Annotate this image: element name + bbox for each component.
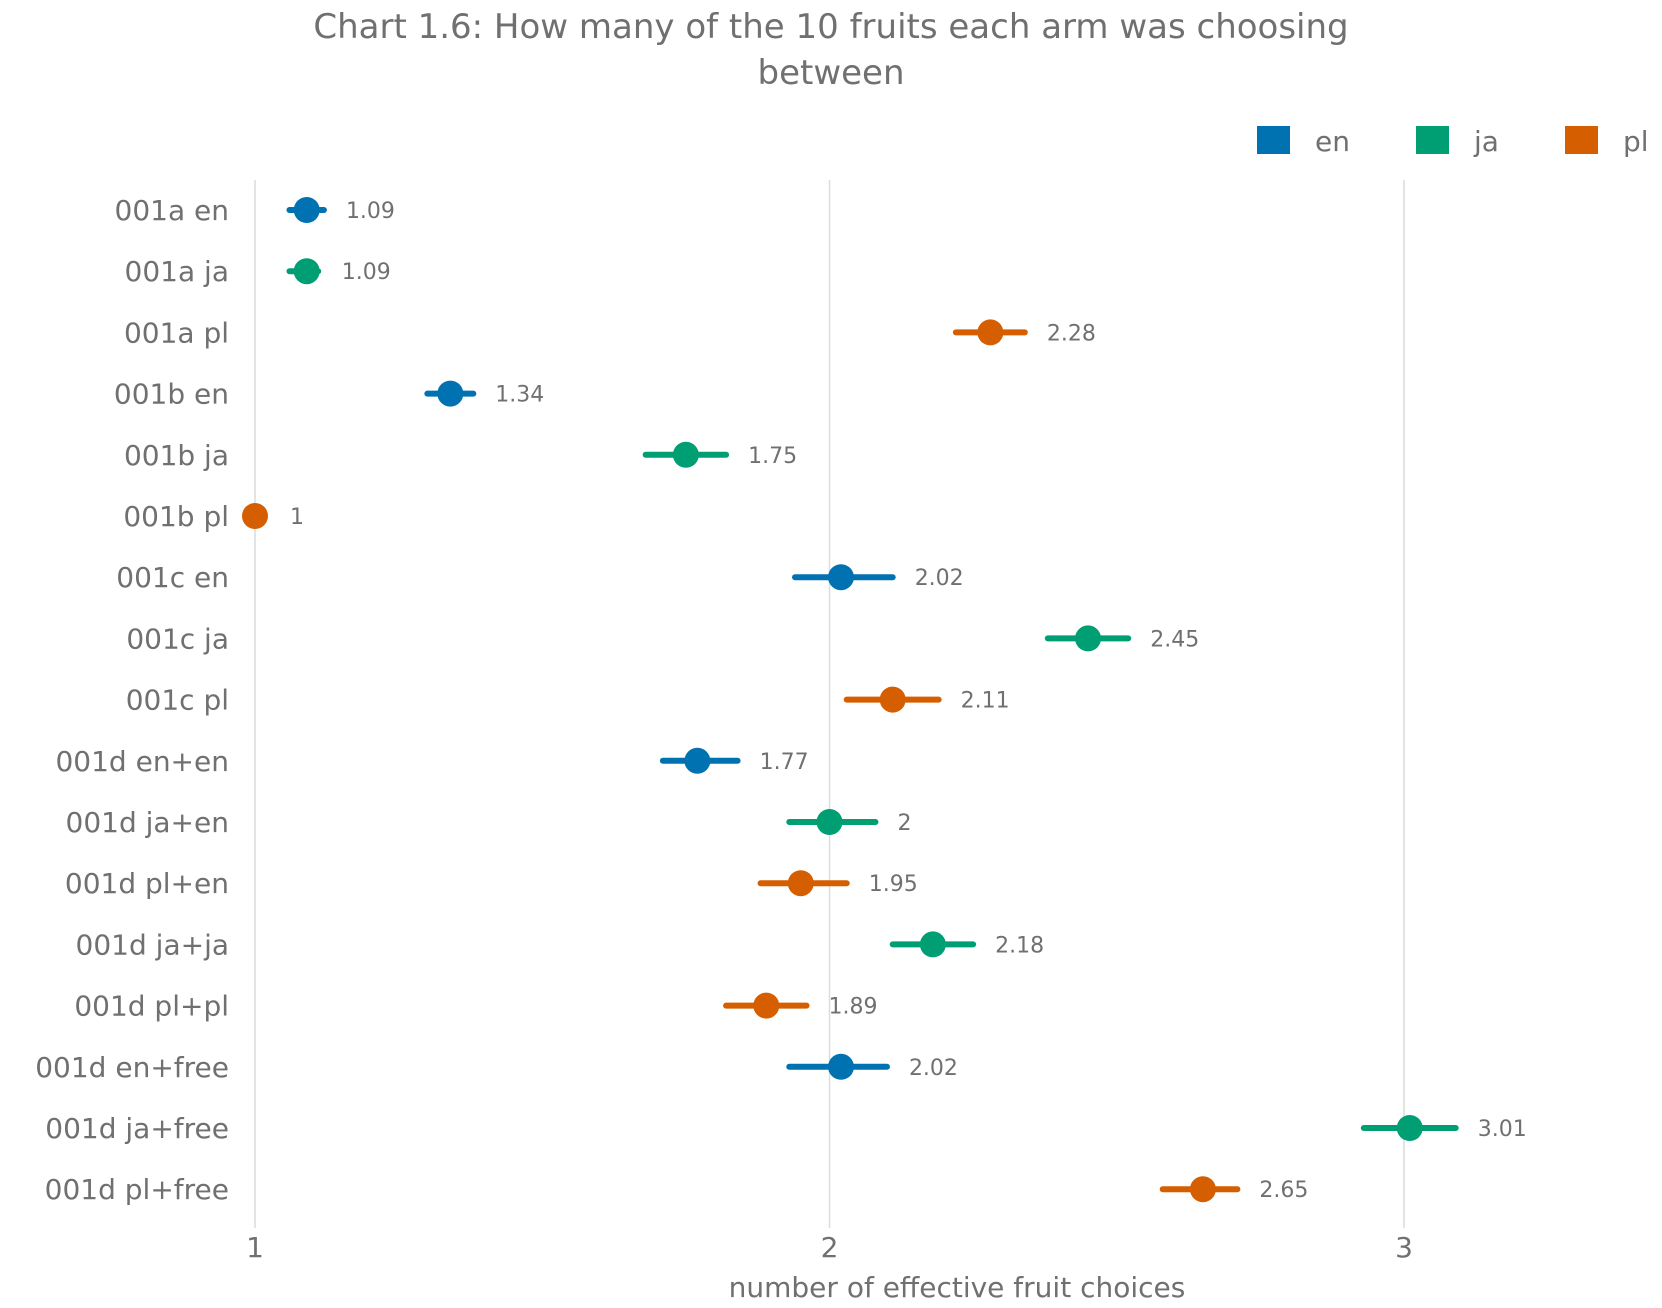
x-tick-label: 2 — [821, 1231, 839, 1264]
data-point — [753, 992, 780, 1019]
data-label: 1.09 — [342, 260, 391, 285]
category-label: 001d ja+free — [45, 1112, 229, 1145]
data-point — [1396, 1115, 1423, 1141]
chart-title: Chart 1.6: How many of the 10 fruits eac… — [0, 4, 1662, 96]
data-label: 2.28 — [1047, 321, 1096, 346]
x-axis-title: number of effective fruit choices — [729, 1271, 1186, 1304]
legend-swatch-en — [1257, 126, 1290, 154]
category-label: 001a ja — [125, 255, 229, 288]
data-label: 2.02 — [909, 1056, 958, 1081]
category-label: 001d en+en — [55, 745, 229, 778]
legend-label-ja: ja — [1473, 125, 1499, 158]
data-label: 1.09 — [346, 199, 395, 224]
category-label: 001c ja — [126, 622, 229, 655]
data-label: 1.95 — [869, 872, 918, 897]
data-point — [816, 809, 843, 835]
data-labels: 1.09 1.09 2.28 1.34 1.75 1 2.02 2.45 2.11 1.77 2 1.… — [290, 199, 1527, 1203]
data-point — [787, 870, 814, 897]
data-point — [242, 503, 268, 529]
data-point — [1189, 1176, 1216, 1203]
category-label: 001d pl+free — [45, 1173, 229, 1206]
data-label: 1.77 — [760, 750, 809, 775]
data-label: 2.18 — [995, 933, 1044, 958]
data-label: 2.02 — [915, 566, 964, 591]
x-tick-label: 1 — [246, 1231, 264, 1264]
legend-label-pl: pl — [1623, 125, 1649, 158]
data-point — [1075, 625, 1102, 652]
gridlines — [254, 180, 1405, 1228]
error-bars — [252, 207, 1459, 1193]
chart-title-line-1: Chart 1.6: How many of the 10 fruits eac… — [313, 7, 1349, 47]
data-points — [242, 197, 1423, 1203]
chart-title-line-2: between — [757, 53, 905, 93]
category-label: 001c en — [116, 561, 229, 594]
data-point — [827, 564, 854, 591]
category-label: 001a pl — [124, 316, 229, 349]
data-point — [672, 441, 699, 468]
data-label: 2.45 — [1150, 627, 1199, 652]
category-label: 001b en — [114, 378, 229, 411]
data-point — [437, 380, 464, 407]
x-tick-label: 3 — [1395, 1231, 1413, 1264]
data-label: 1 — [290, 505, 304, 530]
data-label: 1.89 — [829, 995, 878, 1020]
category-label: 001d ja+ja — [76, 928, 229, 961]
data-point — [827, 1053, 854, 1080]
data-label: 2 — [897, 811, 911, 836]
category-label: 001d ja+en — [66, 806, 230, 839]
data-label: 2.11 — [961, 689, 1010, 714]
data-point — [293, 258, 320, 285]
data-point — [879, 686, 906, 713]
category-label: 001c pl — [126, 684, 229, 717]
category-label: 001b ja — [124, 439, 229, 472]
data-point — [684, 747, 711, 774]
category-label: 001b pl — [123, 500, 229, 533]
data-label: 3.01 — [1478, 1117, 1527, 1142]
x-axis-ticks: 1 2 3 — [246, 1231, 1413, 1264]
data-label: 2.65 — [1259, 1178, 1308, 1203]
category-label: 001d pl+pl — [74, 990, 229, 1023]
category-labels: 001a en 001a ja 001a pl 001b en 001b ja 001b … — [35, 194, 229, 1206]
legend-swatch-ja — [1416, 126, 1449, 154]
category-label: 001d pl+en — [65, 867, 229, 900]
legend-swatch-pl — [1565, 126, 1598, 154]
data-point — [977, 319, 1004, 346]
data-point — [293, 197, 320, 223]
legend: en ja pl — [1257, 125, 1649, 158]
data-label: 1.75 — [748, 444, 797, 469]
legend-label-en: en — [1315, 125, 1350, 158]
category-label: 001a en — [115, 194, 229, 227]
category-label: 001d en+free — [35, 1051, 229, 1084]
data-point — [919, 931, 946, 958]
data-label: 1.34 — [495, 383, 544, 408]
